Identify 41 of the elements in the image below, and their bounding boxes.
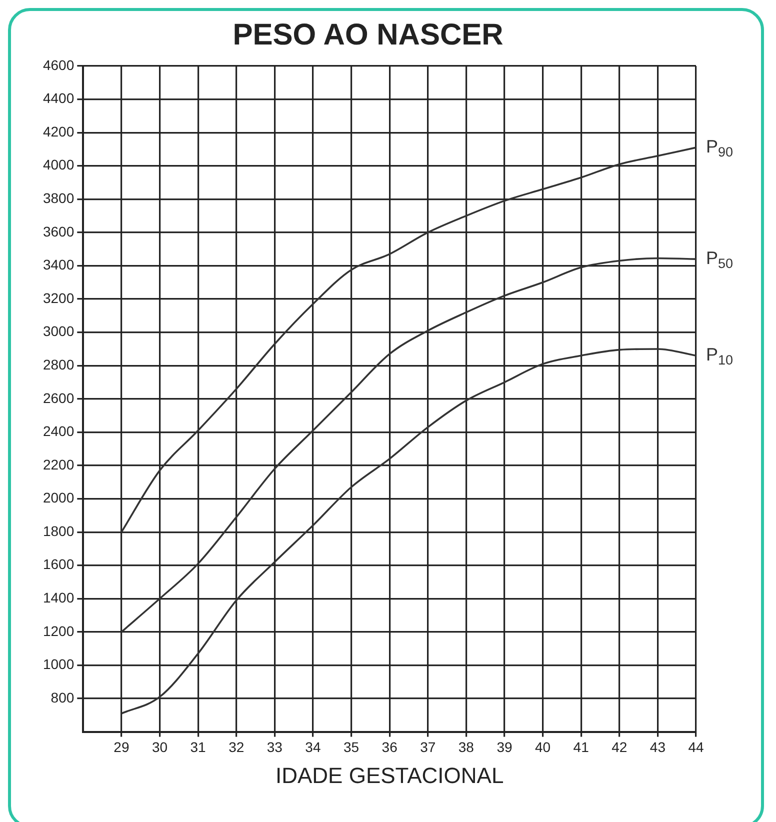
line-series [120,257,696,633]
y-tick-label: 3800 [42,190,74,206]
y-tick-label: 3000 [42,323,74,340]
x-tick-label: 30 [152,739,168,756]
x-tick-label: 43 [650,739,666,756]
x-axis-title: IDADE GESTACIONAL [275,762,504,788]
y-tick-label: 4000 [42,156,74,173]
y-tick-label: 1000 [42,656,74,672]
x-tick-label: 32 [228,739,244,756]
x-tick-label: 33 [266,739,283,756]
y-tick-label: 1800 [42,522,74,539]
y-tick-label: 4200 [42,123,74,140]
x-tick-label: 42 [612,739,628,756]
x-tick-label: 29 [114,739,130,756]
y-tick-label: 2000 [42,490,74,506]
x-tick-label: 35 [343,739,360,756]
y-tick-label: 1600 [42,556,74,572]
line-series [120,348,696,714]
y-tick-label: 1200 [42,622,74,639]
y-tick-label: 2800 [42,356,74,372]
chart-title: PESO AO NASCER [232,18,504,52]
x-tick-label: 39 [496,739,512,756]
y-tick-label: 2600 [42,390,74,406]
y-tick-label: 800 [50,689,74,706]
x-tick-label: 36 [382,739,398,756]
x-tick-label: 44 [688,739,704,756]
x-tick-label: 38 [458,739,474,756]
line-series [120,146,696,533]
x-tick-label: 31 [190,739,206,756]
y-tick-label: 1400 [42,590,74,606]
y-tick-label: 3200 [42,290,74,306]
x-tick-label: 37 [420,739,436,756]
y-tick-label: 2400 [42,423,74,440]
x-tick-label: 34 [305,739,321,756]
y-tick-label: 3400 [42,256,74,273]
y-tick-label: 4600 [42,56,74,73]
x-tick-label: 41 [573,739,590,756]
x-tick-label: 40 [534,739,551,756]
y-tick-label: 3600 [42,223,74,240]
y-tick-label: 4400 [42,90,74,106]
y-tick-label: 2200 [42,456,74,472]
